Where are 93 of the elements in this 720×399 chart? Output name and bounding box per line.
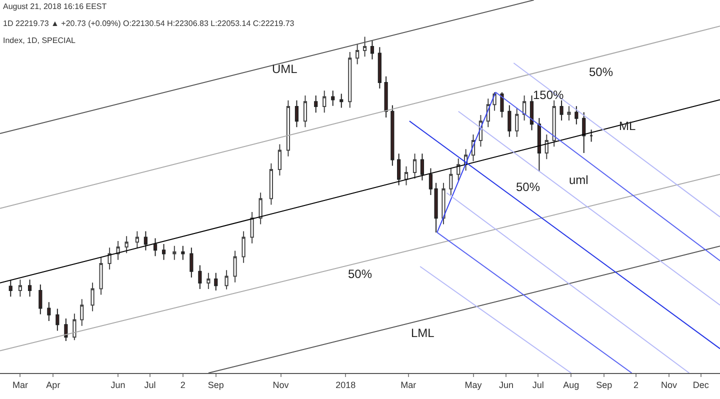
candlestick [124,236,128,254]
candlestick [278,144,282,176]
annotation: Index, 1D, SPECIAL [3,36,76,45]
candlestick [404,166,408,186]
candlestick [356,44,360,65]
candlestick [442,182,446,225]
candlestick [162,244,166,260]
candlestick [18,279,22,298]
candlestick [303,95,308,128]
candlestick [250,212,254,244]
candlestick [522,95,526,121]
candlestick [331,90,335,106]
candlestick [135,230,139,249]
candlestick [99,256,103,296]
candlestick [384,76,388,118]
candlestick [582,112,586,154]
candlestick [116,240,120,260]
x-tick-label: May [464,380,482,390]
candlestick [500,92,504,118]
x-tick-label: 2018 [336,380,356,390]
candlestick [590,129,594,142]
candlestick [64,318,68,342]
candlestick [552,100,556,148]
candlestick [47,302,51,322]
x-tick-label: Jun [498,380,514,390]
x-tick-label: Aug [563,380,580,390]
x-tick-label: 2 [180,380,186,390]
candlestick [515,108,519,138]
candlestick [449,168,453,196]
candlestick [269,162,273,206]
annotation: LML [411,326,435,340]
candlestick [72,313,76,341]
candlestick [258,192,262,225]
candlestick [28,279,32,298]
text: August 21, 2018 16:16 EEST [3,2,107,11]
x-tick-label: Sep [208,380,224,390]
candlestick [530,95,534,131]
candlestick [38,284,42,315]
candlestick [420,153,424,181]
candlestick [390,104,394,166]
candlestick [378,46,382,90]
candlestick [456,158,460,181]
candlestick [544,134,548,160]
candlestick [8,280,12,298]
x-tick-label: Dec [692,380,710,390]
x-tick-label: 2 [633,380,638,390]
x-tick-label: Nov [660,380,678,390]
candlestick [214,272,218,292]
annotation: 150% [533,88,564,102]
x-tick-label: Mar [12,380,28,390]
candlestick [233,250,237,283]
candlestick [80,298,84,326]
candlestick [286,100,290,157]
candlestick [56,308,60,332]
candlestick [181,245,185,260]
candlestick [90,282,94,312]
annotation: ML [619,119,636,133]
candlestick [508,104,512,138]
candlestick [172,245,176,260]
candlestick [412,153,417,180]
x-tick-label: Nov [272,380,290,390]
candlestick [348,52,352,108]
candlestick [314,95,318,114]
candlestick [144,230,148,251]
candlestick [108,247,112,270]
text: 1D 22219.73 ▲ +20.73 (+0.09%) O:22130.54 H:22306.83 L:22053.14 C:22219.73 [3,19,295,28]
annotation: 50% [589,65,614,79]
candlestick [242,230,246,264]
x-tick-label: Mar [400,380,416,390]
candlestick [370,40,374,60]
annotation: 50% [516,180,540,194]
annotation: 50% [348,267,372,281]
annotation: uml [569,173,588,187]
candlestick [153,238,158,257]
x-tick-label: Jun [110,380,126,390]
x-tick-label: Jul [532,380,544,390]
candlestick [224,270,228,290]
candlestick [340,93,344,108]
x-tick-label: Jul [144,380,156,390]
annotation: UML [272,62,298,76]
candlestick [322,90,326,114]
candlestick [294,100,299,128]
candlestick [397,153,401,186]
candlestick [198,264,202,290]
candlestick [206,272,210,290]
candlestick [362,36,367,58]
x-tick-label: Sep [596,380,612,390]
candlestick [190,247,194,278]
candlestick [560,100,564,121]
x-tick-label: Apr [46,380,60,390]
candlestick [537,118,542,172]
candlestick [567,106,571,121]
candlestick [574,106,578,125]
